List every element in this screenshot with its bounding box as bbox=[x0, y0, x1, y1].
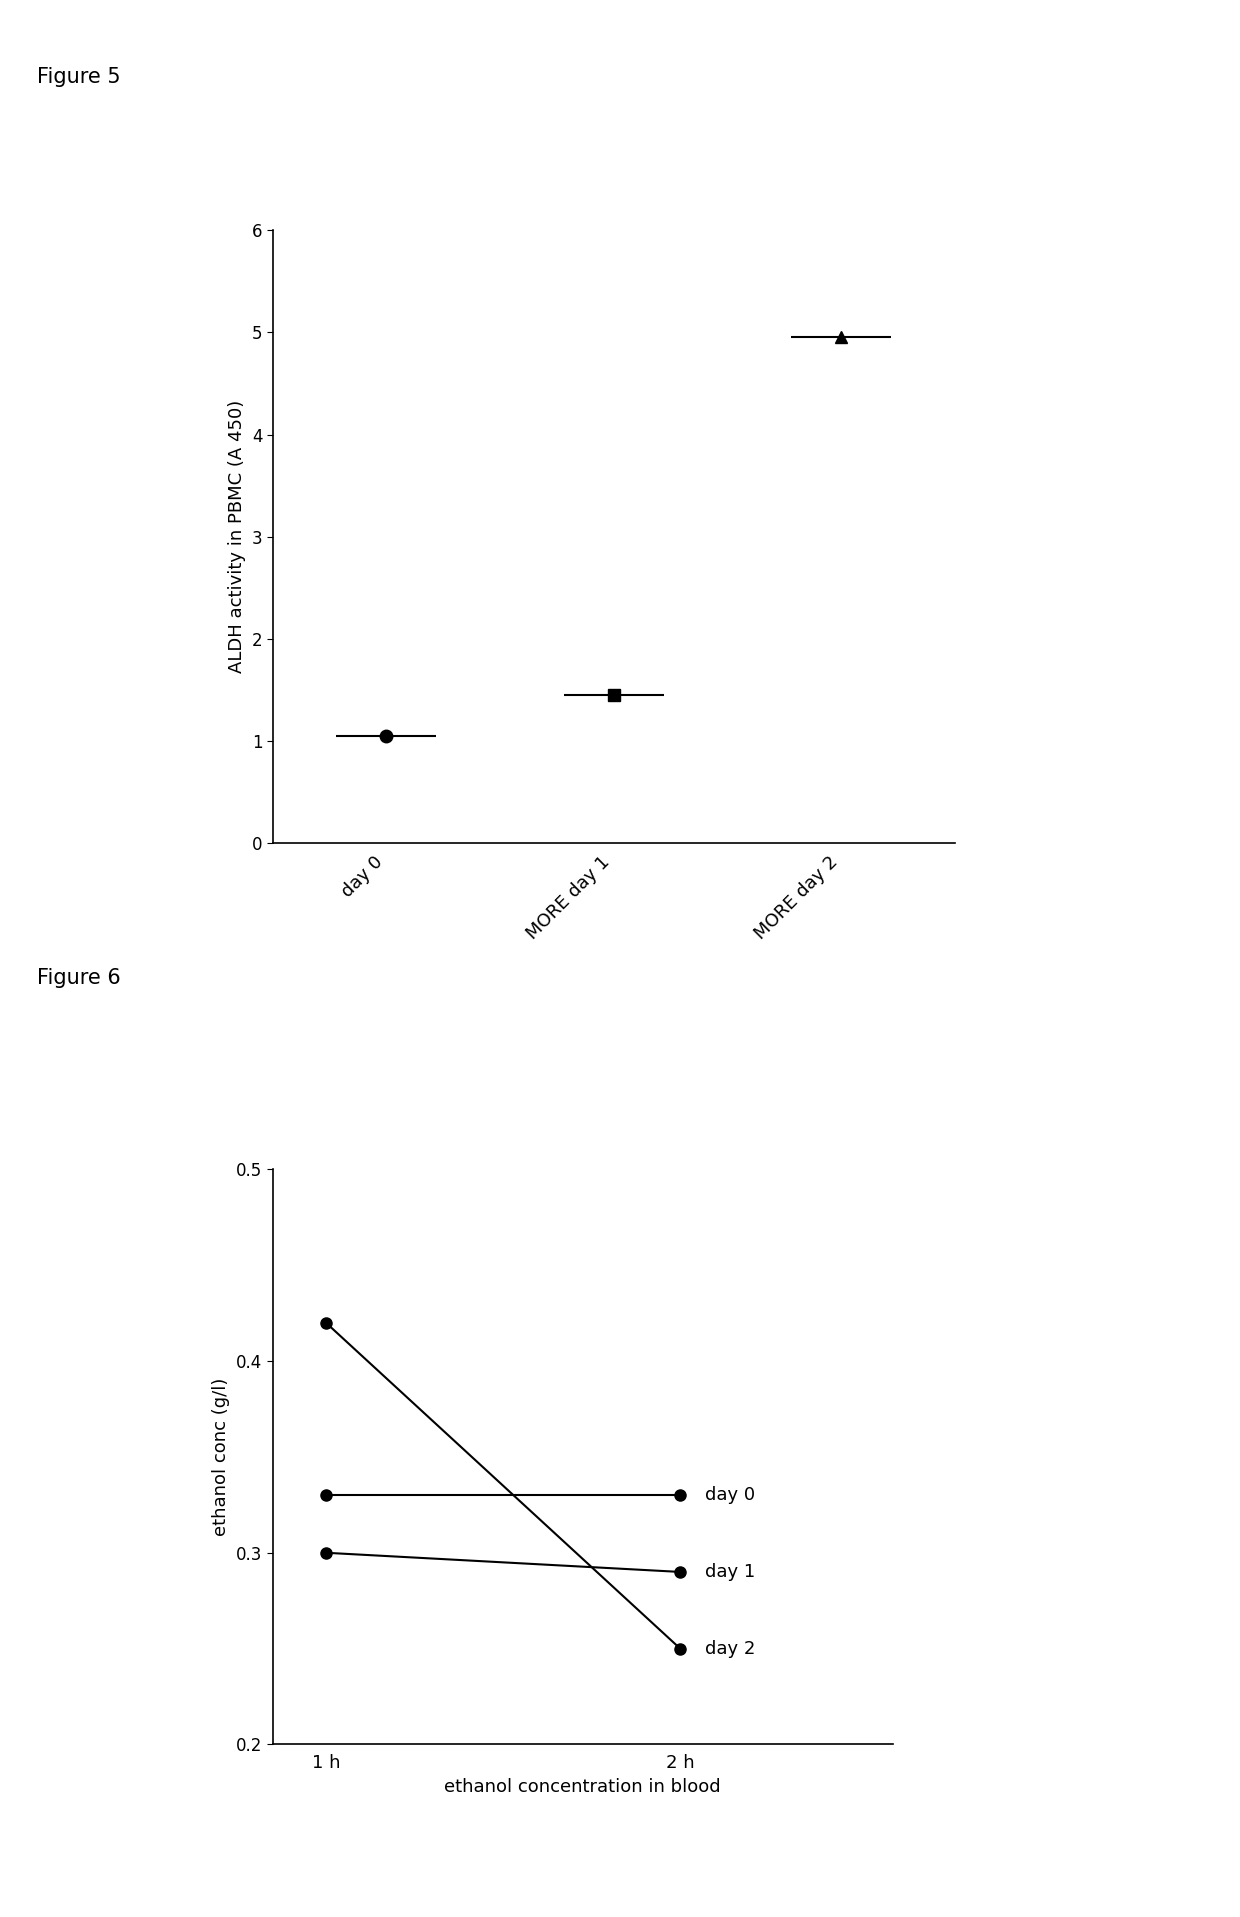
Text: day 0: day 0 bbox=[706, 1486, 755, 1505]
Text: Figure 5: Figure 5 bbox=[37, 67, 120, 86]
X-axis label: ethanol concentration in blood: ethanol concentration in blood bbox=[444, 1777, 722, 1796]
Y-axis label: ethanol conc (g/l): ethanol conc (g/l) bbox=[212, 1378, 231, 1536]
Text: day 1: day 1 bbox=[706, 1562, 755, 1582]
Text: Figure 6: Figure 6 bbox=[37, 968, 122, 987]
Y-axis label: ALDH activity in PBMC (A 450): ALDH activity in PBMC (A 450) bbox=[228, 401, 247, 673]
Text: day 2: day 2 bbox=[706, 1639, 755, 1658]
